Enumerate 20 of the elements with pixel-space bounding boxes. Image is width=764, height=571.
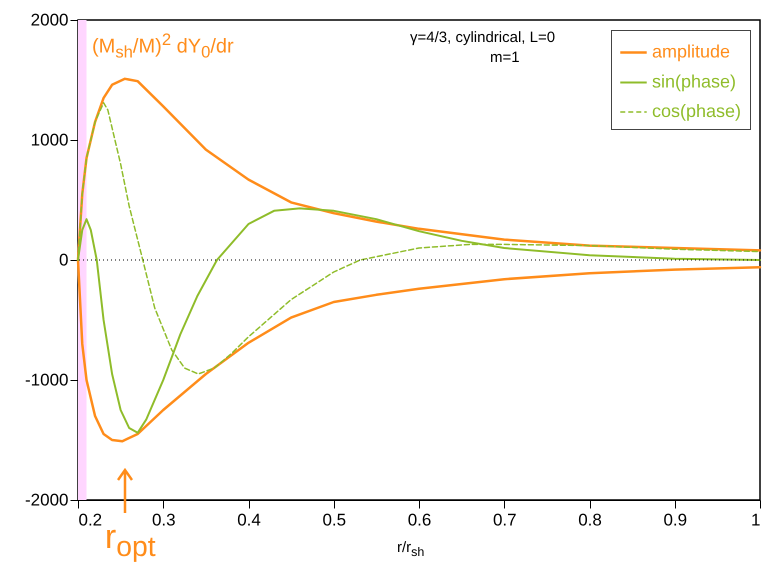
legend-label: sin(phase) (652, 72, 736, 92)
legend-label: amplitude (652, 42, 730, 62)
x-tick-label: 0.7 (492, 510, 517, 530)
x-tick-label: 0.8 (578, 510, 602, 530)
x-tick-label: 0.5 (322, 510, 346, 530)
x-tick-label: 0.9 (663, 510, 688, 530)
y-tick-label: 2000 (30, 10, 68, 30)
annotation: (M$_{sh}$/M)$^{2}$ dY$_{0}$/dr (92, 30, 234, 62)
annotation: γ=4/3, cylindrical, L=0 (410, 29, 556, 46)
y-tick-label: -2000 (25, 490, 68, 510)
x-tick-label: 1 (751, 510, 760, 530)
x-axis-title: r/r$_{sh}$ (397, 539, 424, 559)
y-tick-label: 1000 (30, 130, 68, 150)
y-tick-label: 0 (59, 250, 68, 270)
legend-label: cos(phase) (652, 101, 742, 121)
x-tick-label: 0.4 (237, 510, 261, 530)
x-tick-label: 0.2 (78, 510, 102, 530)
y-tick-label: -1000 (25, 370, 68, 390)
x-tick-label: 0.6 (408, 510, 432, 530)
annotation: m=1 (490, 49, 520, 66)
